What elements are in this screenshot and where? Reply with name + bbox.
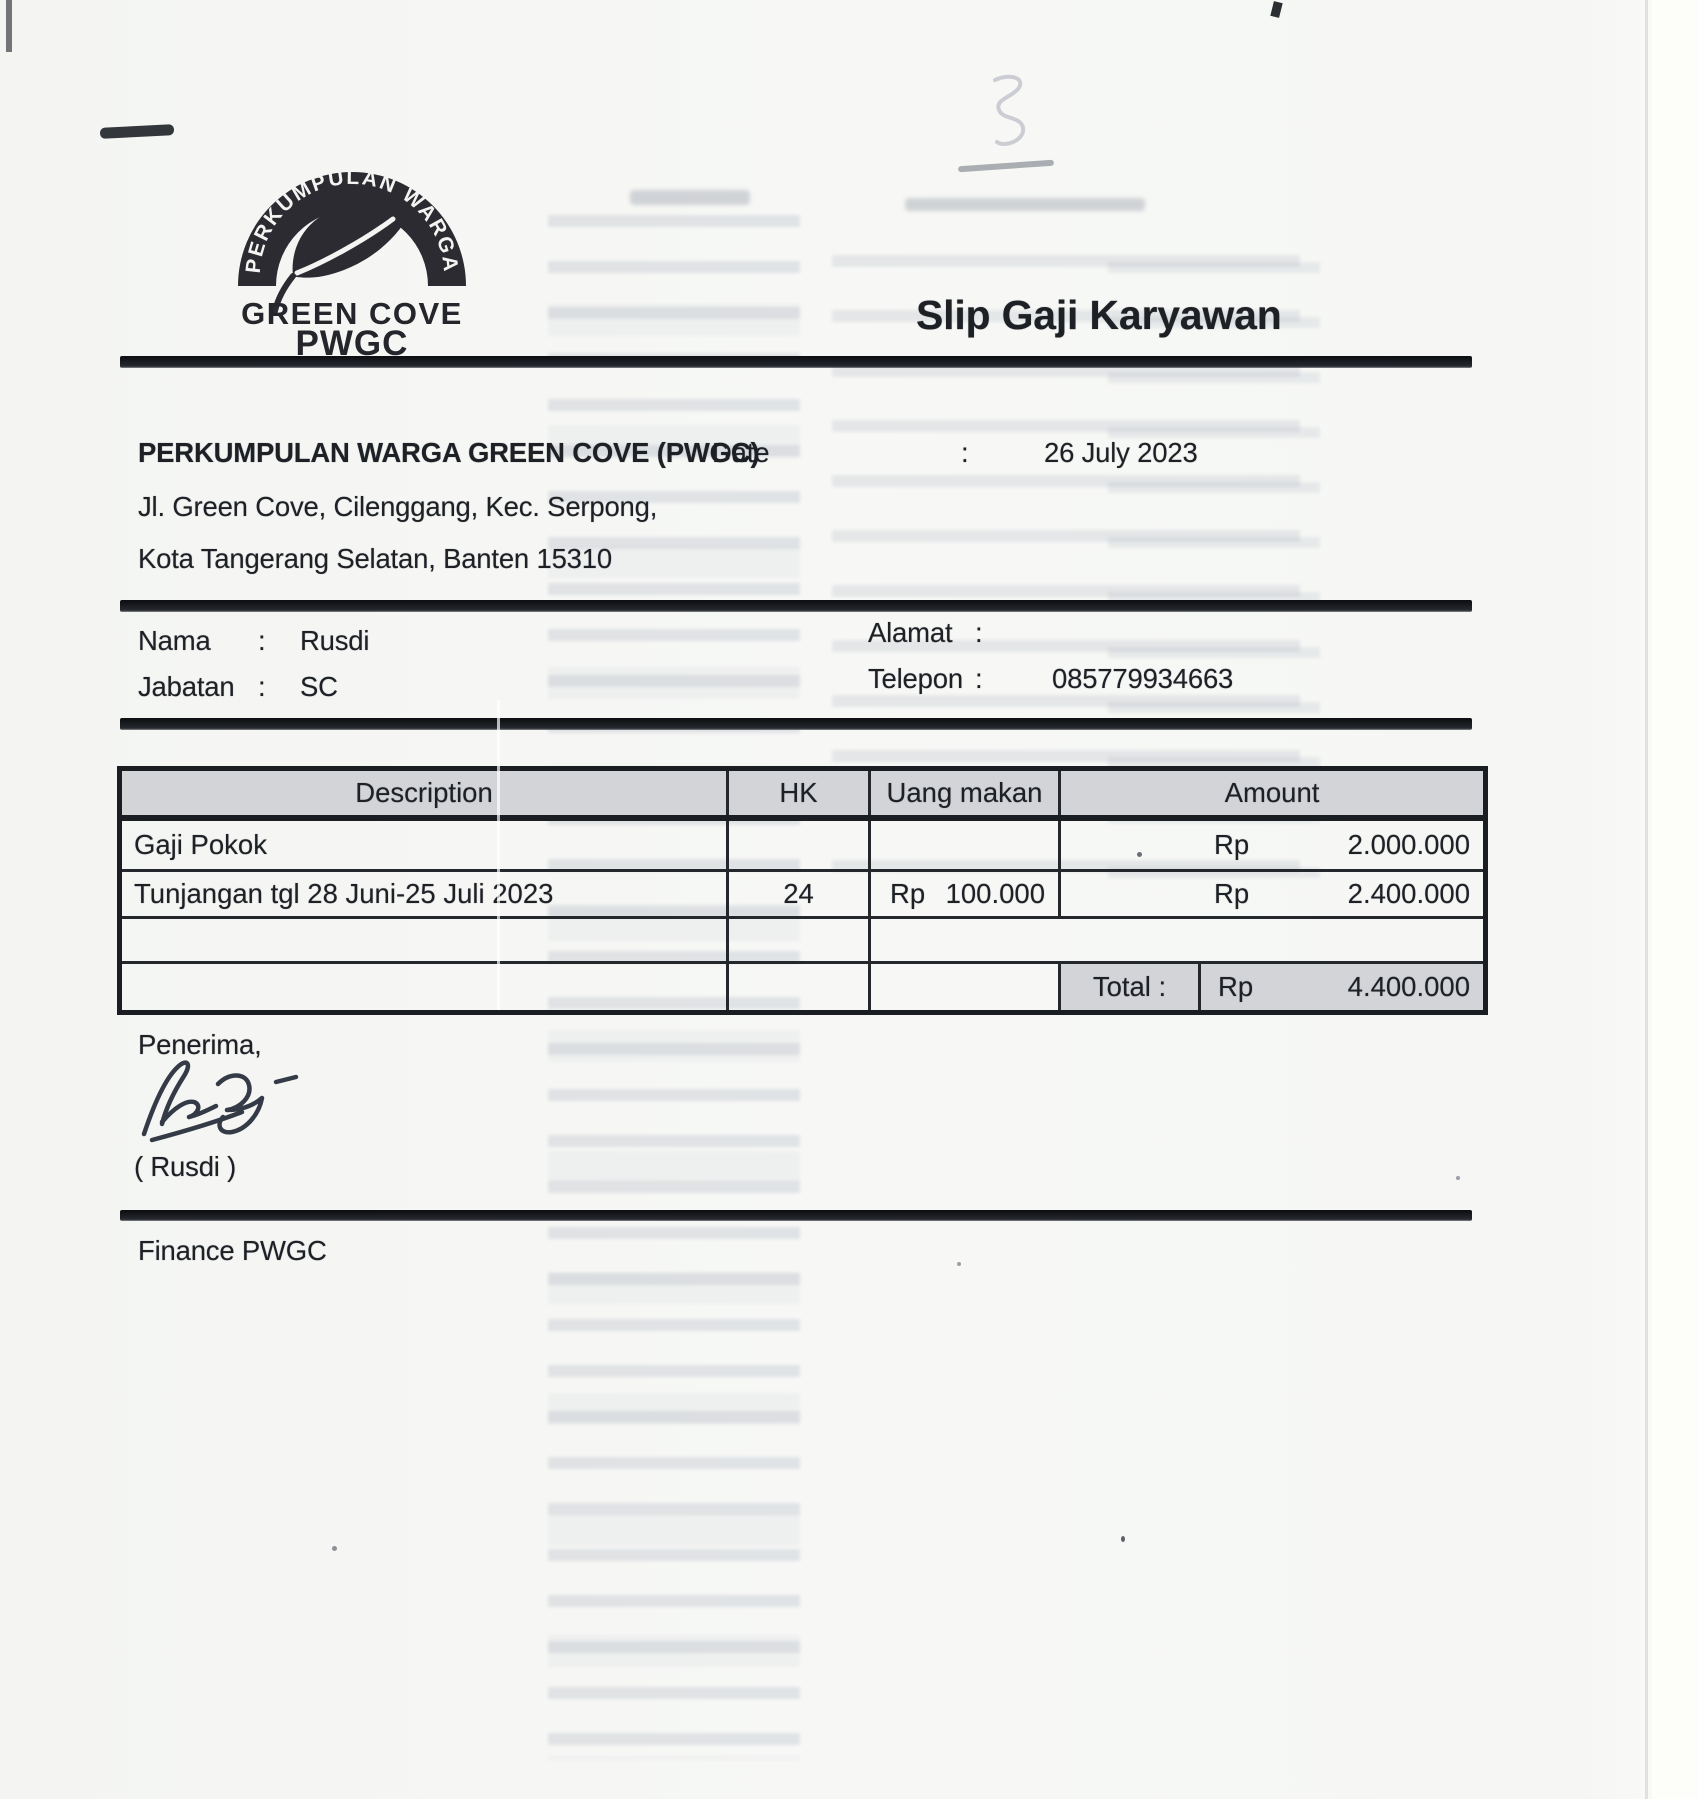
table-total-row: Total : Rp 4.400.000 (118, 961, 1487, 1014)
employee-address-separator: : (975, 617, 983, 648)
date-separator: : (961, 437, 969, 468)
signer-name: ( Rusdi ) (134, 1151, 237, 1182)
cell-hk: 24 (726, 869, 871, 919)
scan-edge-artifact (6, 0, 12, 52)
document-title: Slip Gaji Karyawan (916, 292, 1282, 338)
divider-rule-3 (120, 718, 1472, 730)
total-value: 4.400.000 (1347, 971, 1470, 1002)
cell-description (118, 916, 729, 964)
ink-speck (1456, 1176, 1460, 1180)
employee-name-value: Rusdi (300, 625, 370, 656)
cell-hk (726, 961, 871, 1014)
uang-makan-currency: Rp (890, 878, 926, 909)
payroll-table: Description HK Uang makan Amount Gaji Po… (117, 766, 1488, 1015)
bleedthrough-word (905, 198, 1145, 211)
date-label: Date (712, 437, 770, 468)
employee-position-separator: : (258, 671, 266, 702)
leaf-icon (272, 205, 403, 314)
pencil-squiggle-artifact (993, 74, 1026, 147)
company-logo: PERKUMPULAN WARGA GREEN COVE PWGC (238, 166, 466, 358)
cell-amount: Rp 2.400.000 (1058, 869, 1487, 919)
employee-name-separator: : (258, 625, 266, 656)
divider-rule-2 (120, 600, 1472, 612)
scanner-streak (497, 700, 500, 1010)
paper-edge (1652, 0, 1699, 1799)
cell-uang-makan (868, 816, 1061, 872)
cell-description: Gaji Pokok (118, 816, 729, 872)
header-hk: HK (726, 767, 871, 821)
logo-arch (238, 172, 466, 286)
header-amount: Amount (1058, 767, 1487, 821)
cell-description (118, 961, 729, 1014)
date-value: 26 July 2023 (1044, 437, 1198, 468)
divider-rule-4 (120, 1210, 1472, 1221)
company-address-line1: Jl. Green Cove, Cilenggang, Kec. Serpong… (138, 491, 658, 522)
employee-address-label: Alamat (868, 617, 953, 648)
total-currency: Rp (1218, 971, 1254, 1002)
signature-preamble: Penerima, (138, 1029, 262, 1060)
logo-abbr-text: PWGC (296, 324, 409, 358)
cell-hk (726, 916, 871, 964)
amount-value: 2.400.000 (1347, 878, 1470, 909)
cell-uang-makan: Rp 100.000 (868, 869, 1061, 919)
cell-empty (868, 961, 1061, 1014)
employee-phone-separator: : (975, 663, 983, 694)
divider-rule-1 (120, 356, 1472, 368)
employee-phone-value: 085779934663 (1052, 663, 1234, 694)
ink-speck (957, 1262, 961, 1266)
amount-value: 2.000.000 (1347, 829, 1470, 860)
header-uang-makan: Uang makan (868, 767, 1061, 821)
logo-name-text: GREEN COVE (241, 296, 463, 331)
employee-phone-label: Telepon (868, 663, 963, 694)
table-row-gaji-pokok: Gaji Pokok Rp 2.000.000 (118, 816, 1487, 872)
cell-hk (726, 816, 871, 872)
table-header-row: Description HK Uang makan Amount (118, 767, 1487, 821)
total-label: Total : (1058, 961, 1201, 1014)
table-row-tunjangan: Tunjangan tgl 28 Juni-25 Juli 2023 24 Rp… (118, 869, 1487, 919)
uang-makan-value: 100.000 (945, 878, 1045, 909)
ink-speck (1121, 1536, 1125, 1542)
paper-crease (1645, 0, 1648, 1799)
bleedthrough-word (630, 190, 750, 205)
employee-position-label: Jabatan (138, 671, 235, 702)
company-address-line2: Kota Tangerang Selatan, Banten 15310 (138, 543, 612, 574)
ink-speck (332, 1546, 337, 1551)
cell-amount: Rp 2.000.000 (1058, 816, 1487, 872)
employee-position-value: SC (300, 671, 338, 702)
table-row-empty (118, 916, 1487, 964)
employee-name-label: Nama (138, 625, 211, 656)
cell-merged-empty (868, 916, 1487, 964)
ink-speck (1137, 852, 1142, 857)
total-amount-cell: Rp 4.400.000 (1198, 961, 1487, 1014)
company-name: PERKUMPULAN WARGA GREEN COVE (PWGC) (138, 437, 760, 468)
amount-currency: Rp (1214, 878, 1250, 909)
cell-description: Tunjangan tgl 28 Juni-25 Juli 2023 (118, 869, 729, 919)
handwritten-signature (141, 1060, 299, 1143)
header-description: Description (118, 767, 729, 821)
amount-currency: Rp (1214, 829, 1250, 860)
issuer-name: Finance PWGC (138, 1235, 327, 1266)
